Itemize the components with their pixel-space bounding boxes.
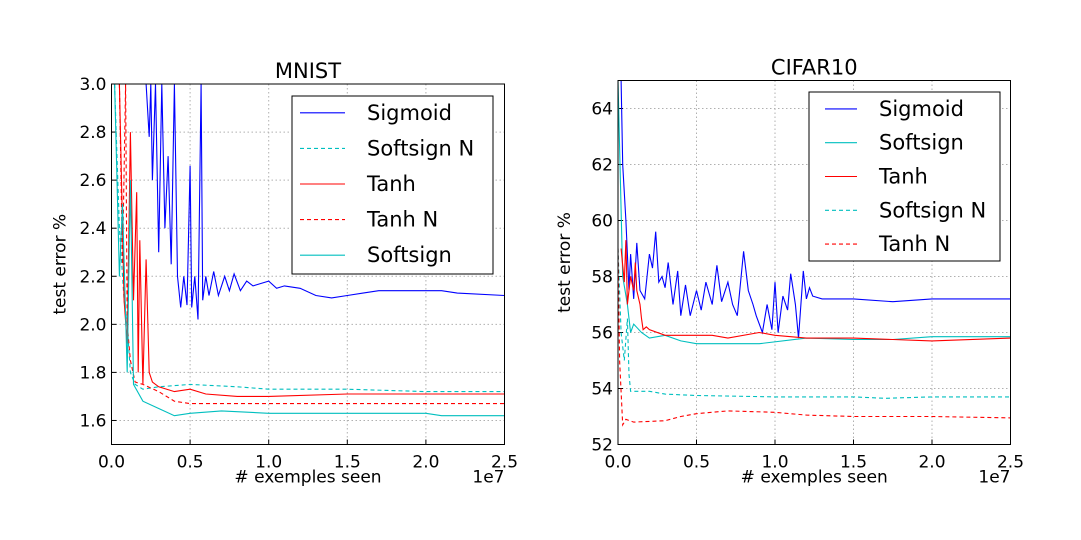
series-line-softsign [114, 84, 505, 417]
chart-mnist: 0.0 0.5 1.0 1.5 2.0 2.5 1.6 1.8 2.0 2.2 2.4 2.6 2.8 3… [51, 59, 519, 488]
legend-label: Tanh [878, 165, 928, 189]
legend: Sigmoid Softsign N Tanh Tanh N Softsign [291, 95, 494, 275]
x-tick-label: 2.0 [412, 453, 439, 473]
legend-label: Softsign [879, 131, 964, 155]
x-tick-label: 1.5 [840, 453, 867, 473]
series-line-tanh [118, 84, 505, 397]
y-tick-label: 52 [591, 436, 613, 456]
legend-label: Sigmoid [879, 97, 964, 121]
y-tick-label: 60 [591, 212, 613, 232]
series-group [114, 84, 505, 417]
x-tick-label: 1.0 [255, 453, 282, 473]
y-tick-label: 2.4 [79, 219, 106, 239]
y-axis-label: test error % [51, 214, 71, 315]
chart-cifar10: 0.0 0.5 1.0 1.5 2.0 2.5 52 54 56 58 60 62 64 CIFAR10 #… [555, 56, 1024, 488]
x-tick-label: 0.5 [177, 453, 204, 473]
series-line-softsign [618, 80, 1011, 345]
y-tick-label: 54 [591, 380, 613, 400]
series-line-tanh-n [618, 248, 1011, 427]
x-tick-label: 2.5 [997, 453, 1024, 473]
y-tick-label: 3.0 [79, 75, 106, 95]
x-axis-label: # exemples seen [741, 468, 888, 488]
series-line-tanh-n [118, 84, 505, 405]
series-line-sigmoid [620, 80, 1011, 339]
y-tick-label: 62 [591, 156, 613, 176]
legend-label: Tanh [366, 172, 416, 196]
y-tick-label: 2.2 [79, 267, 106, 287]
legend-box [291, 95, 494, 275]
y-tick-label: 2.0 [79, 315, 106, 335]
y-tick-label: 2.6 [79, 171, 106, 191]
y-tick-label: 1.6 [79, 411, 106, 431]
legend: Sigmoid Softsign Tanh Softsign N Tanh N [808, 91, 1001, 262]
y-axis-label: test error % [555, 212, 575, 313]
y-tick-label: 64 [591, 100, 613, 120]
x-tick-label: 2.5 [491, 453, 518, 473]
series-line-softsign-n [618, 248, 1011, 399]
x-tick-label: 0.5 [683, 453, 710, 473]
legend-label: Softsign N [367, 136, 474, 160]
plot-frame [111, 83, 505, 445]
y-tick-label: 2.8 [79, 123, 106, 143]
legend-label: Softsign N [879, 198, 986, 222]
x-tick-label: 2.0 [918, 453, 945, 473]
x-tick-label: 1.0 [761, 453, 788, 473]
y-tick-label: 56 [591, 324, 613, 344]
legend-label: Softsign [367, 243, 452, 267]
x-offset-label: 1e7 [978, 468, 1010, 488]
series-line-sigmoid [145, 84, 505, 320]
y-tick-label: 58 [591, 268, 613, 288]
legend-label: Tanh N [878, 232, 950, 256]
series-group [618, 80, 1011, 427]
series-line-tanh [620, 240, 1011, 342]
x-tick-label: 0.0 [604, 453, 631, 473]
x-offset-label: 1e7 [472, 468, 504, 488]
plot-frame [617, 80, 1011, 445]
legend-label: Tanh N [366, 208, 438, 232]
legend-label: Sigmoid [367, 101, 452, 125]
chart-title: CIFAR10 [771, 56, 858, 80]
x-tick-label: 0.0 [98, 453, 125, 473]
y-tick-label: 1.8 [79, 363, 106, 383]
x-tick-label: 1.5 [334, 453, 361, 473]
chart-title: MNIST [275, 59, 341, 83]
x-axis-label: # exemples seen [234, 468, 381, 488]
